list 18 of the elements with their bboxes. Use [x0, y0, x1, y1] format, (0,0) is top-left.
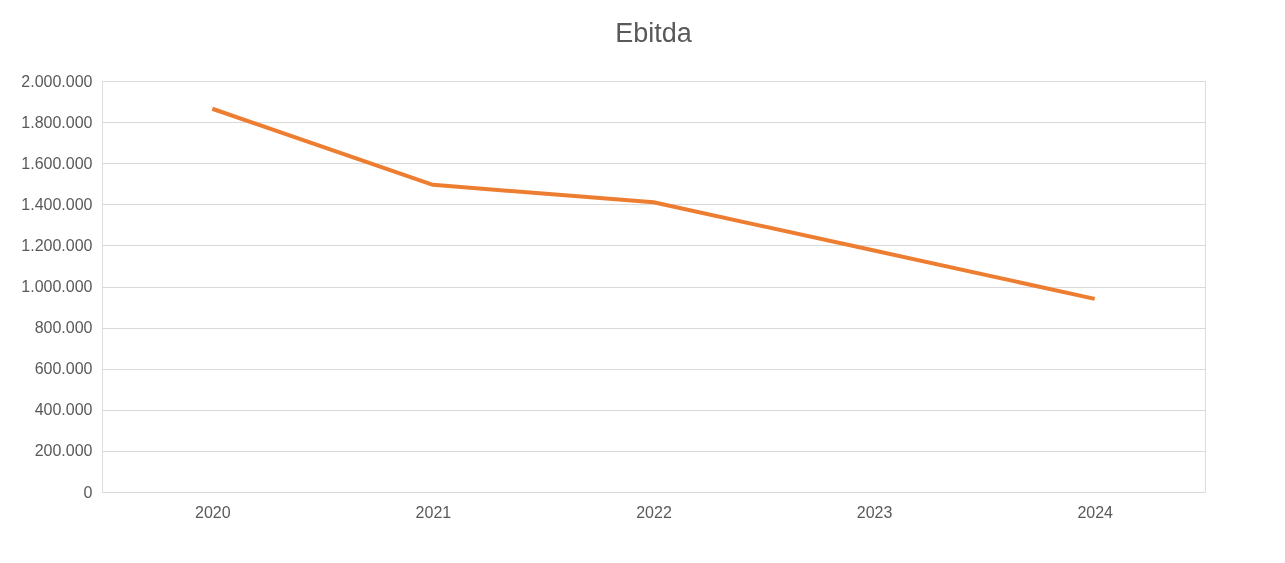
- y-tick-label: 800.000: [34, 319, 93, 337]
- y-tick-label: 200.000: [34, 442, 93, 460]
- y-tick-label: 2.000.000: [21, 72, 93, 90]
- y-tick-label: 600.000: [34, 360, 93, 378]
- y-tick-label: 1.600.000: [21, 154, 93, 172]
- x-tick-label: 2023: [856, 503, 893, 521]
- y-tick-label: 1.200.000: [21, 236, 93, 254]
- y-tick-label: 1.800.000: [21, 113, 93, 131]
- y-tick-label: 1.000.000: [21, 278, 93, 295]
- y-tick-label: 1.400.000: [21, 195, 93, 213]
- chart-title: Ebitda: [615, 18, 693, 48]
- x-tick-label: 2024: [1077, 503, 1114, 521]
- y-tick-label: 400.000: [34, 401, 93, 419]
- y-tick-label: 0: [83, 483, 93, 501]
- x-tick-label: 2021: [415, 503, 452, 521]
- x-tick-label: 2022: [636, 503, 672, 521]
- line-series: [210, 106, 1097, 301]
- x-tick-label: 2020: [195, 503, 231, 521]
